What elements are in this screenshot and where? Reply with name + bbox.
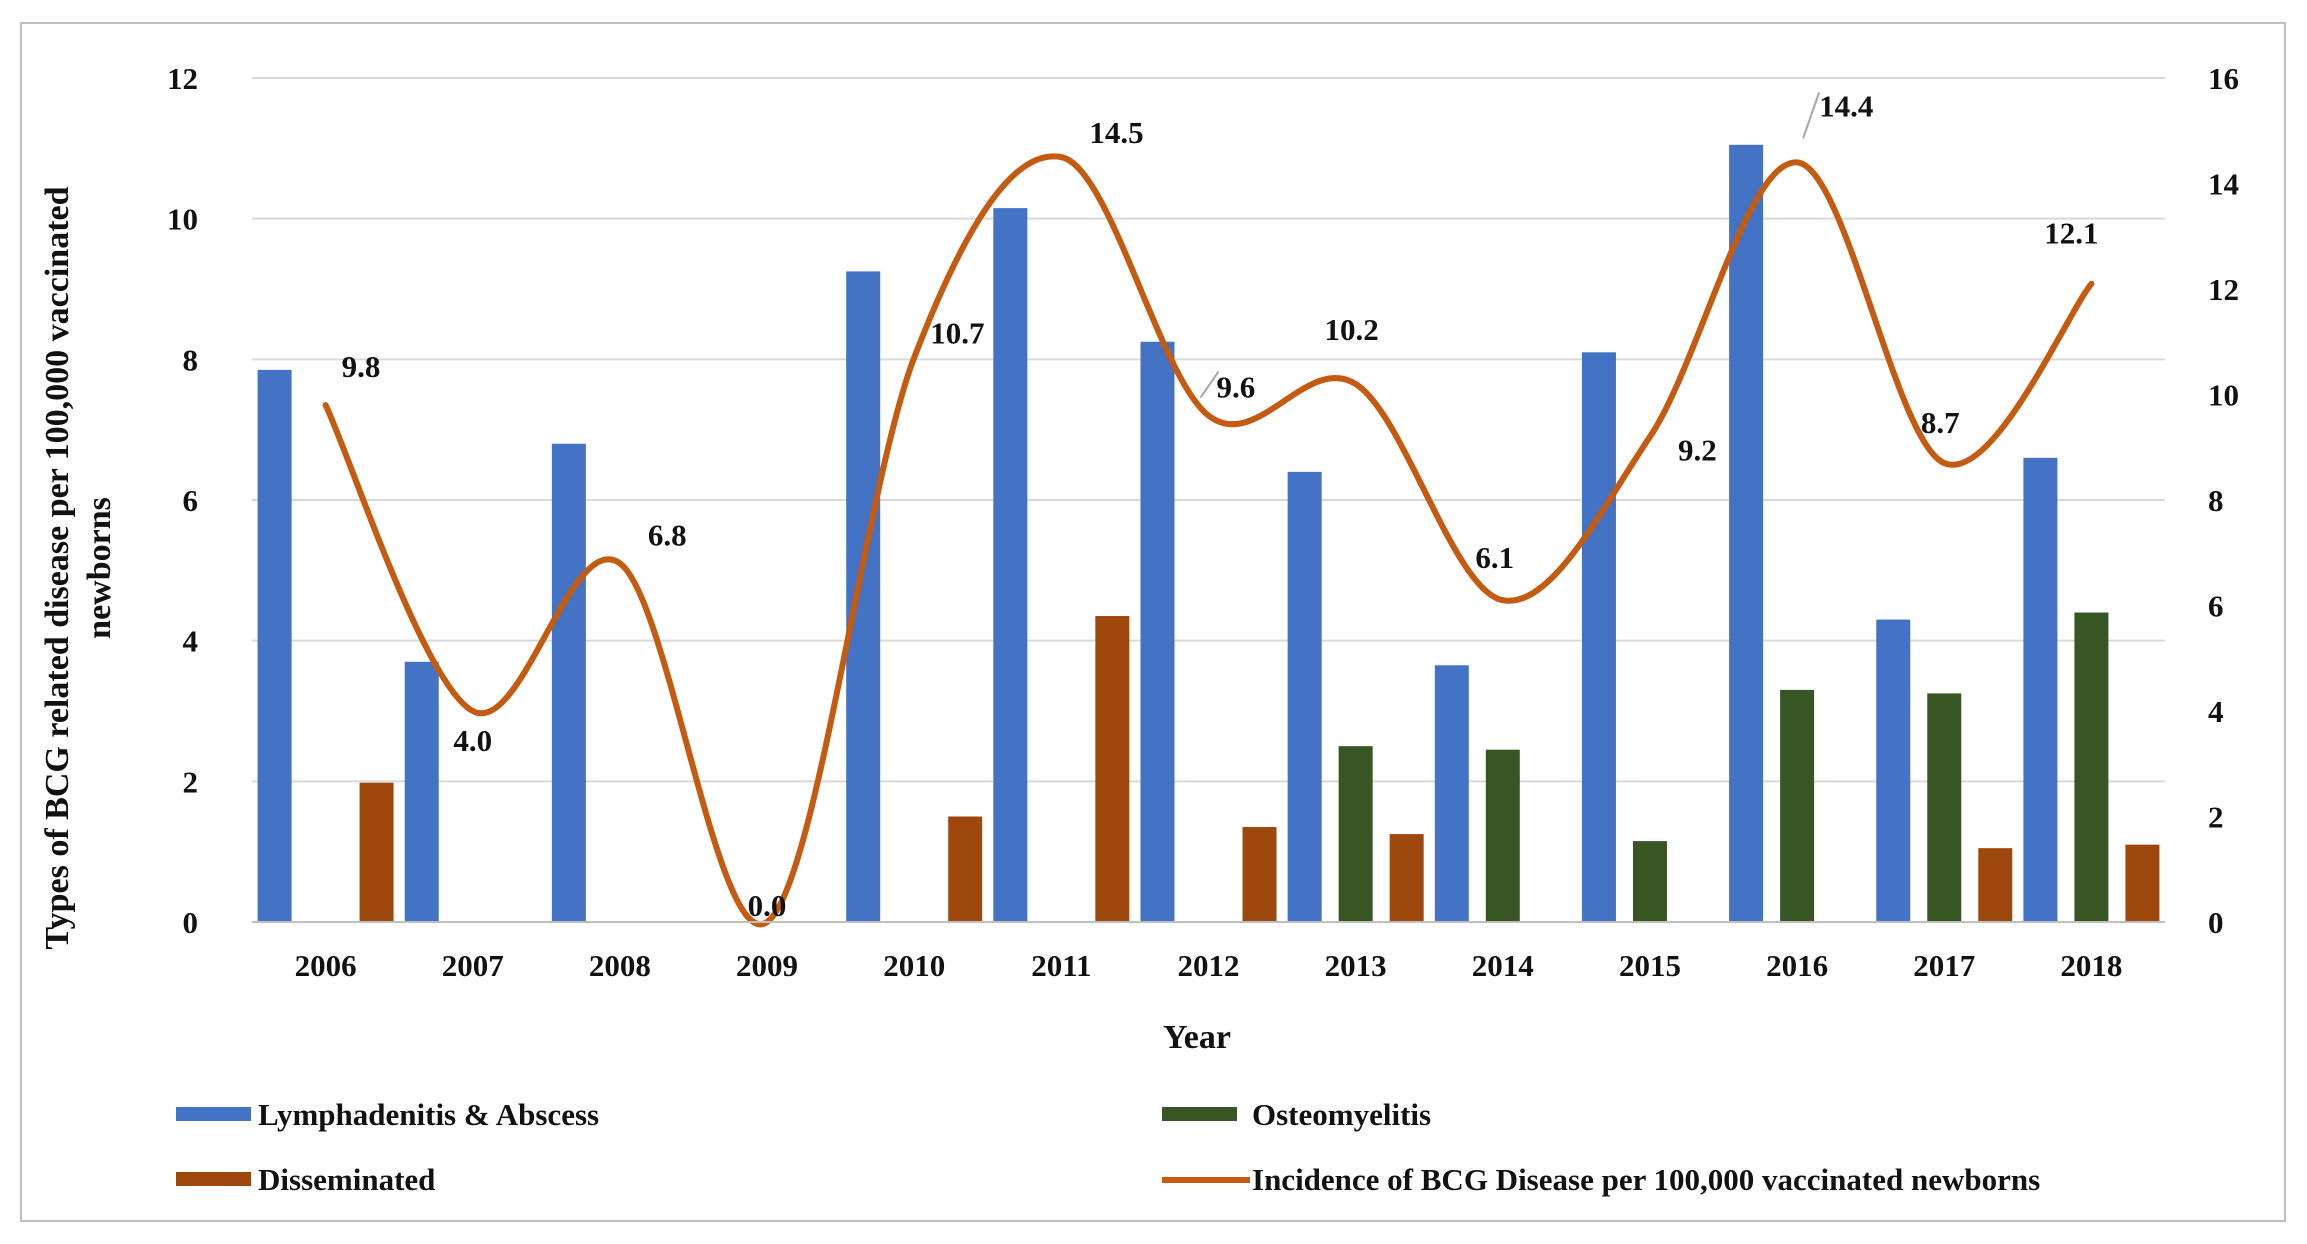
incidence-line (322, 153, 2095, 928)
y-tick-label: 8 (183, 342, 199, 377)
y2-tick-label: 4 (2208, 694, 2224, 729)
legend-label-incidence: Incidence of BCG Disease per 100,000 vac… (1252, 1162, 2040, 1197)
bar-osteomyelitis-2014 (1485, 749, 1520, 922)
bar-lymphadenitis-abscess-2006 (257, 369, 292, 923)
legend: Lymphadenitis & Abscess Osteomyelitis Di… (176, 1097, 2040, 1197)
data-label-2008: 6.8 (648, 517, 687, 552)
bar-lymphadenitis-abscess-2016 (1729, 144, 1764, 923)
bar-disseminated-2018 (2125, 844, 2160, 922)
legend-label-lymphadenitis: Lymphadenitis & Abscess (258, 1097, 599, 1132)
y-tick-label: 10 (167, 202, 198, 237)
data-label-2015: 9.2 (1678, 433, 1717, 468)
chart-frame (20, 22, 2286, 1222)
x-tick-label: 2016 (1766, 948, 1828, 983)
bar-osteomyelitis-2016 (1780, 689, 1815, 922)
data-label-2016: 14.4 (1819, 88, 1873, 123)
data-label-2006: 9.8 (342, 349, 381, 384)
data-label-2018: 12.1 (2044, 216, 2098, 251)
data-label-2012: 9.6 (1217, 370, 1256, 405)
y-tick-label: 12 (167, 61, 198, 96)
axes: 0 2 4 6 8 10 12 0 2 4 6 8 10 12 14 16 2006 2007 2008 2009 20… (167, 61, 2239, 983)
data-label-2009: 0.0 (748, 888, 787, 923)
leader-line-2016 (1802, 92, 1821, 139)
bar-lymphadenitis-abscess-2011 (993, 208, 1028, 922)
bar-disseminated-2013 (1389, 834, 1424, 922)
x-tick-label: 2009 (736, 948, 798, 983)
y2-tick-label: 6 (2208, 589, 2224, 624)
bar-osteomyelitis-2015 (1632, 841, 1667, 922)
y2-tick-label: 14 (2208, 167, 2239, 202)
y-tick-label: 4 (183, 624, 199, 659)
legend-swatch-disseminated (176, 1172, 251, 1186)
x-axis-title: Year (1163, 1019, 1231, 1056)
bar-osteomyelitis-2017 (1927, 693, 1962, 922)
bar-disseminated-2010 (948, 816, 983, 922)
legend-swatch-lymphadenitis (176, 1107, 251, 1121)
bar-osteomyelitis-2018 (2074, 612, 2109, 922)
bar-lymphadenitis-abscess-2008 (551, 443, 586, 922)
bar-lymphadenitis-abscess-2017 (1876, 619, 1911, 922)
data-label-2011: 14.5 (1089, 115, 1143, 150)
x-tick-label: 2015 (1619, 948, 1681, 983)
x-tick-label: 2008 (589, 948, 651, 983)
legend-label-disseminated: Disseminated (258, 1162, 435, 1197)
x-tick-label: 2018 (2060, 948, 2122, 983)
y2-tick-label: 8 (2208, 483, 2224, 518)
y-tick-label: 6 (183, 483, 199, 518)
bar-lymphadenitis-abscess-2010 (846, 271, 881, 923)
y2-tick-label: 16 (2208, 61, 2239, 96)
bar-disseminated-2017 (1978, 848, 2013, 922)
x-tick-label: 2010 (883, 948, 945, 983)
bar-osteomyelitis-2013 (1338, 746, 1373, 922)
y2-tick-label: 2 (2208, 800, 2224, 835)
data-label-2010: 10.7 (930, 316, 984, 351)
bar-marks (257, 144, 2160, 923)
legend-swatch-osteomyelitis (1162, 1107, 1237, 1121)
x-tick-label: 2014 (1472, 948, 1534, 983)
bar-disseminated-2011 (1095, 616, 1130, 922)
x-tick-label: 2013 (1325, 948, 1387, 983)
data-label-2013: 10.2 (1325, 312, 1379, 347)
line-series (322, 153, 2095, 928)
x-tick-label: 2011 (1031, 948, 1091, 983)
bar-lymphadenitis-abscess-2013 (1287, 471, 1322, 922)
y-tick-label: 2 (183, 764, 199, 799)
bar-lymphadenitis-abscess-2015 (1581, 352, 1616, 922)
bar-disseminated-2012 (1242, 827, 1277, 922)
x-tick-label: 2006 (295, 948, 357, 983)
bar-lymphadenitis-abscess-2018 (2023, 457, 2058, 922)
y-tick-label: 0 (183, 905, 199, 940)
data-label-2007: 4.0 (453, 723, 492, 758)
y2-tick-label: 0 (2208, 905, 2224, 940)
x-tick-label: 2012 (1178, 948, 1240, 983)
y2-tick-label: 10 (2208, 378, 2239, 413)
bar-lymphadenitis-abscess-2007 (404, 661, 439, 922)
y-axis-title-line1: Types of BCG related disease per 100,000… (39, 186, 76, 949)
x-tick-label: 2017 (1913, 948, 1975, 983)
bar-lymphadenitis-abscess-2014 (1434, 665, 1469, 922)
data-label-2017: 8.7 (1921, 405, 1960, 440)
y2-tick-label: 12 (2208, 272, 2239, 307)
y-axis-title-line2: newborns (81, 497, 118, 639)
data-label-2014: 6.1 (1475, 540, 1514, 575)
x-tick-label: 2007 (442, 948, 504, 983)
bar-lymphadenitis-abscess-2012 (1140, 341, 1175, 922)
data-labels: 9.8 4.0 6.8 0.0 10.7 14.5 9.6 10.2 6.1 9.2 14.4 8.7… (342, 88, 2099, 923)
leader-line-2012 (1199, 371, 1220, 399)
legend-label-osteomyelitis: Osteomyelitis (1252, 1097, 1431, 1132)
bar-disseminated-2006 (359, 782, 394, 922)
